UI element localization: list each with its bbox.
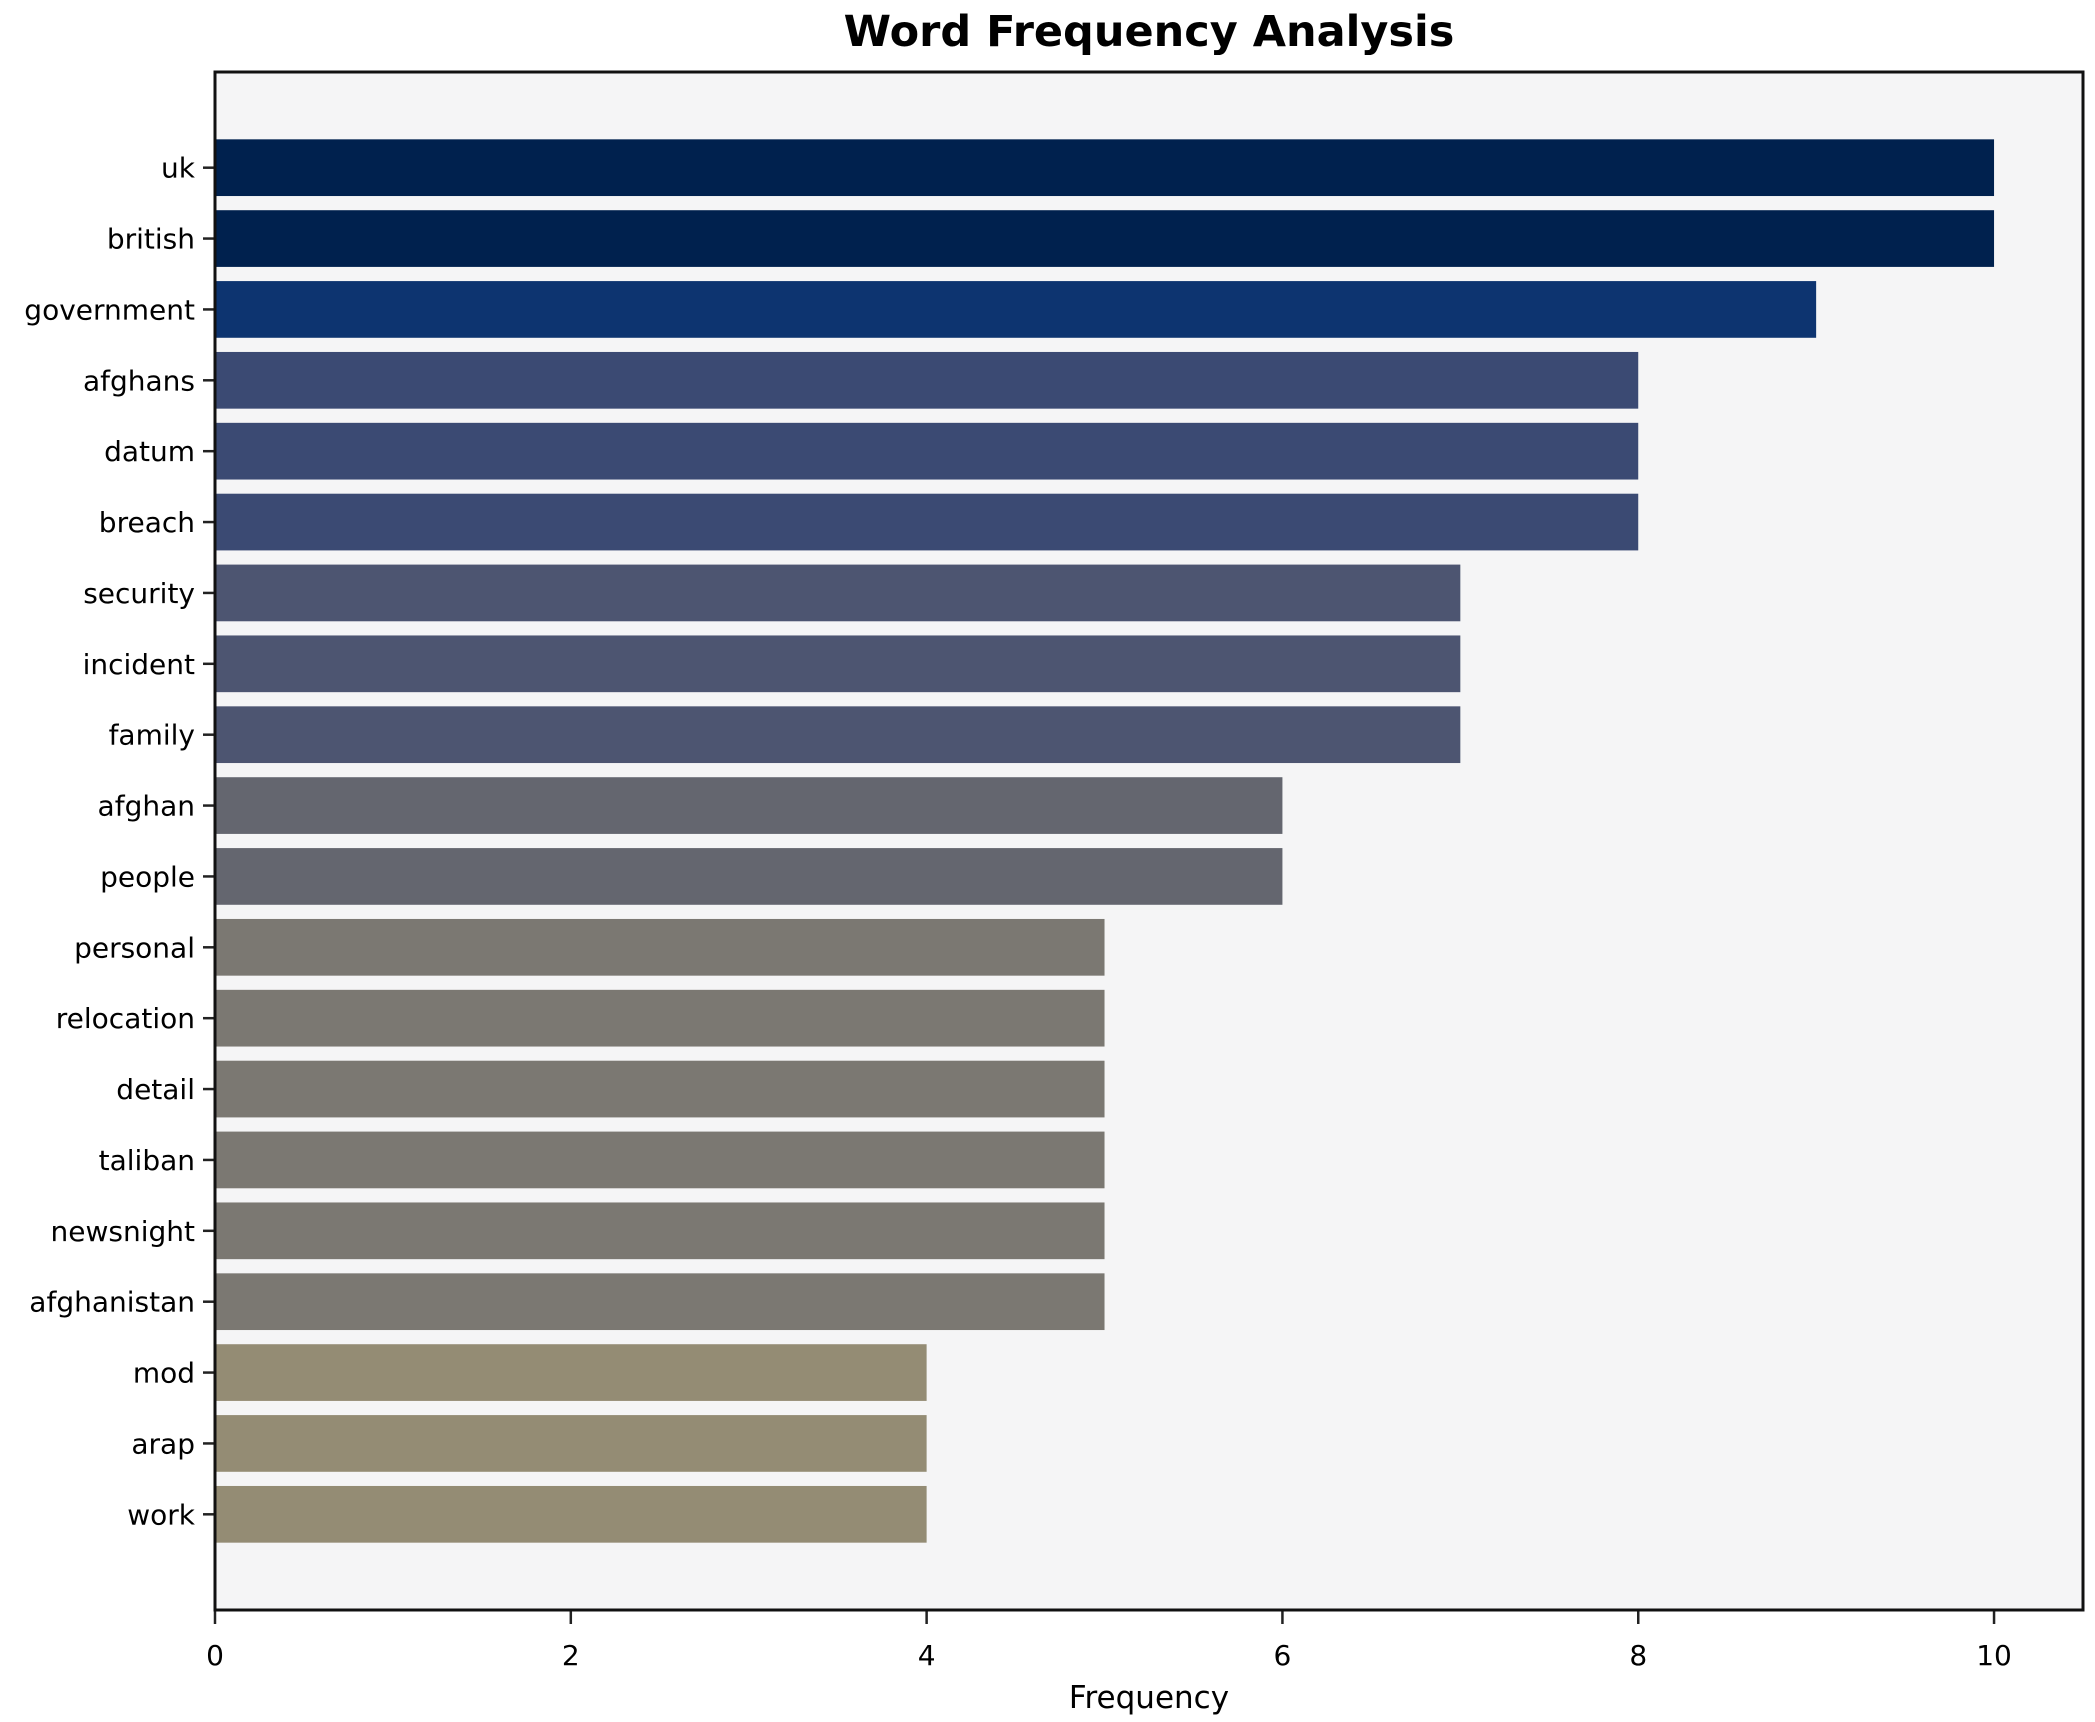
y-tick-label-government: government bbox=[24, 293, 195, 326]
bar-afghan bbox=[215, 777, 1283, 834]
bar-mod bbox=[215, 1344, 927, 1401]
y-tick-label-uk: uk bbox=[161, 152, 196, 185]
y-tick-label-british: british bbox=[107, 223, 195, 256]
y-tick-label-work: work bbox=[127, 1498, 196, 1531]
x-axis-label: Frequency bbox=[1069, 1680, 1229, 1716]
x-tick-label-6: 6 bbox=[1274, 1639, 1292, 1672]
y-tick-label-newsnight: newsnight bbox=[51, 1215, 196, 1248]
y-tick-label-people: people bbox=[100, 860, 195, 893]
x-tick-label-0: 0 bbox=[206, 1639, 224, 1672]
y-tick-label-incident: incident bbox=[83, 648, 195, 681]
bar-detail bbox=[215, 1060, 1105, 1118]
plot-area: uk british government afghans datum breach sec… bbox=[24, 70, 2085, 1672]
y-tick-label-mod: mod bbox=[133, 1357, 195, 1390]
y-tick-label-breach: breach bbox=[99, 506, 195, 539]
y-tick-label-datum: datum bbox=[104, 435, 195, 468]
y-tick-label-arap: arap bbox=[131, 1427, 195, 1460]
bar-newsnight bbox=[215, 1202, 1105, 1260]
chart-title: Word Frequency Analysis bbox=[844, 7, 1455, 57]
y-tick-label-detail: detail bbox=[116, 1073, 195, 1106]
bar-incident bbox=[215, 635, 1461, 693]
plot-border bbox=[213, 70, 2085, 1612]
y-tick-label-relocation: relocation bbox=[56, 1002, 195, 1035]
x-tick-label-10: 10 bbox=[1976, 1639, 2012, 1672]
bar-family bbox=[215, 706, 1461, 764]
bar-datum bbox=[215, 422, 1639, 480]
bar-security bbox=[215, 564, 1461, 622]
bar-people bbox=[215, 848, 1283, 905]
bar-afghans bbox=[215, 351, 1639, 409]
y-tick-label-afghanistan: afghanistan bbox=[29, 1286, 195, 1319]
y-tick-label-family: family bbox=[109, 719, 195, 752]
bar-taliban bbox=[215, 1131, 1105, 1189]
bar-government bbox=[215, 281, 1817, 338]
y-tick-label-personal: personal bbox=[74, 931, 195, 964]
y-tick-label-taliban: taliban bbox=[99, 1144, 195, 1177]
x-tick-label-2: 2 bbox=[562, 1639, 580, 1672]
x-tick-label-8: 8 bbox=[1629, 1639, 1647, 1672]
bar-arap bbox=[215, 1415, 927, 1472]
bar-relocation bbox=[215, 989, 1105, 1047]
bar-breach bbox=[215, 493, 1639, 551]
bar-work bbox=[215, 1485, 927, 1543]
y-tick-label-afghans: afghans bbox=[83, 364, 195, 397]
y-tick-label-afghan: afghan bbox=[98, 790, 195, 823]
bar-personal bbox=[215, 918, 1105, 976]
bar-british bbox=[215, 210, 1995, 267]
bar-afghanistan bbox=[215, 1273, 1105, 1331]
x-tick-label-4: 4 bbox=[918, 1639, 936, 1672]
bar-uk bbox=[215, 139, 1995, 197]
y-tick-label-security: security bbox=[83, 577, 195, 610]
